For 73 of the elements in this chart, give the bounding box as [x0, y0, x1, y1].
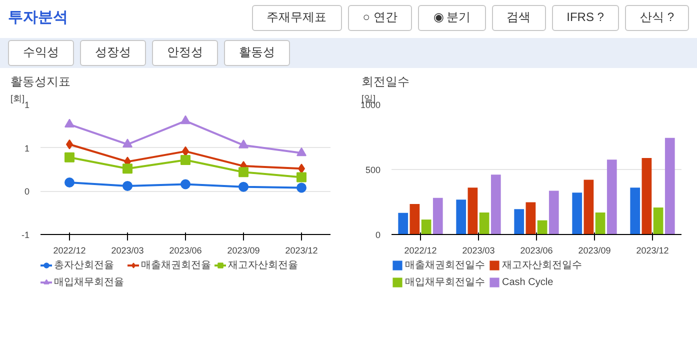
point [180, 179, 190, 190]
bar [410, 204, 420, 234]
x-tick-label: 2023/12 [636, 246, 669, 256]
point [64, 178, 74, 188]
text: 성장성 [80, 40, 146, 66]
point [64, 118, 74, 128]
bar [653, 207, 664, 234]
y-tick-label: 0 [375, 230, 381, 240]
bar [584, 180, 594, 234]
bar [421, 220, 432, 234]
point [238, 182, 248, 192]
chart-title: 회전일수 [362, 74, 410, 88]
text: 검색 [492, 5, 546, 31]
bar [664, 138, 675, 234]
x-tick-label: 2023/03 [111, 246, 144, 256]
legend-label: Cash Cycle [502, 276, 554, 289]
x-tick-label: 2023/12 [285, 246, 318, 256]
text: 안정성 [152, 40, 218, 66]
x-tick-label: 2022/12 [404, 246, 437, 256]
text: 주재무제표 [252, 5, 342, 31]
x-tick-label: 2023/03 [462, 246, 495, 256]
text: 산식 ? [624, 5, 689, 31]
y-tick-label: 1 [24, 100, 30, 110]
bar [490, 174, 501, 234]
point [122, 138, 132, 148]
y-tick-label: 0 [24, 186, 30, 197]
bar [606, 160, 617, 234]
point [238, 167, 248, 178]
y-tick-label: -1 [22, 230, 30, 240]
y-axis-title: [회] [10, 94, 25, 104]
legend-label: 매출채권회전율 [141, 259, 211, 272]
point [296, 182, 306, 193]
bar [432, 198, 443, 234]
text: ○ 연간 [348, 5, 412, 31]
bar [537, 220, 548, 234]
legend-label: 재고자산회전일수 [502, 259, 582, 272]
point [122, 164, 132, 174]
bar [468, 188, 478, 234]
bar [456, 200, 466, 234]
bar [398, 212, 408, 234]
point [296, 172, 306, 182]
bar [548, 190, 559, 234]
text: 투자분석 [8, 8, 68, 28]
legend-label: 재고자산회전율 [228, 259, 298, 272]
chart-title: 활동성지표 [10, 74, 70, 88]
point [122, 180, 132, 191]
x-tick-label: 2023/06 [520, 246, 553, 256]
bar [526, 202, 536, 234]
bar [572, 192, 582, 234]
legend-label: 총자산회전율 [54, 259, 114, 272]
text: ◉ 분기 [418, 5, 486, 31]
point [64, 152, 74, 162]
point [238, 140, 248, 148]
bar [642, 158, 652, 234]
point [180, 115, 190, 124]
x-tick-label: 2023/09 [578, 246, 611, 256]
y-tick-label: 500 [365, 165, 381, 175]
point [296, 147, 306, 156]
bar [595, 212, 606, 234]
bar [630, 188, 640, 234]
bar [479, 212, 490, 234]
x-tick-label: 2023/09 [227, 246, 260, 256]
x-tick-label: 2023/06 [169, 246, 202, 256]
y-tick-label: 1 [24, 143, 30, 154]
point [180, 154, 190, 165]
x-tick-label: 2022/12 [53, 246, 86, 256]
bar [514, 209, 524, 234]
text: 활동성 [224, 40, 290, 66]
legend-label: 매입채무회전일수 [405, 276, 485, 289]
text: IFRS ? [552, 5, 619, 31]
text: 수익성 [8, 40, 74, 66]
legend-label: 매출채권회전일수 [405, 259, 485, 272]
legend-label: 매입채무회전율 [54, 276, 124, 289]
